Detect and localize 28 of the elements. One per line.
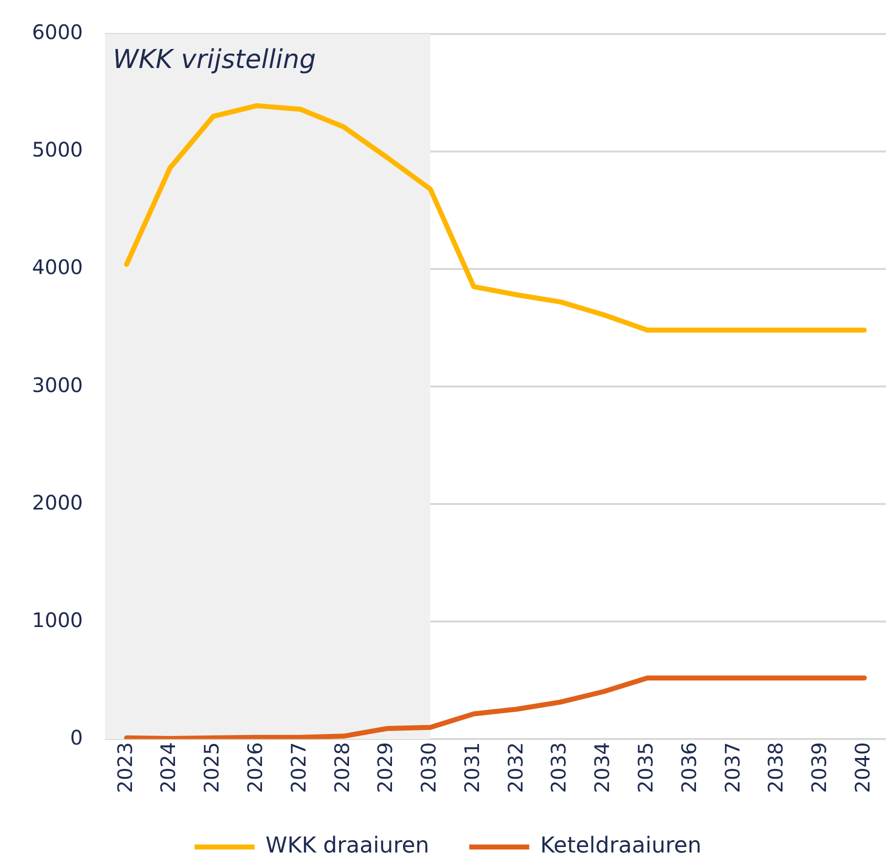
x-tick-label: 2023 bbox=[112, 742, 137, 794]
band-label: WKK vrijstelling bbox=[112, 44, 316, 75]
x-tick-label: 2037 bbox=[720, 742, 744, 794]
y-tick-label: 3000 bbox=[32, 372, 83, 397]
x-tick-label: 2039 bbox=[807, 742, 832, 794]
x-tick-label: 2030 bbox=[416, 742, 441, 794]
x-tick-label: 2038 bbox=[764, 742, 788, 794]
x-tick-label: 2040 bbox=[850, 742, 875, 794]
y-tick-label: 6000 bbox=[32, 20, 83, 44]
x-tick-label: 2025 bbox=[200, 742, 224, 794]
x-tick-label: 2031 bbox=[460, 742, 484, 794]
x-tick-label: 2026 bbox=[242, 742, 267, 794]
x-tick-label: 2028 bbox=[330, 742, 354, 794]
x-tick-label: 2035 bbox=[634, 742, 658, 794]
x-tick-label: 2027 bbox=[286, 742, 310, 794]
y-tick-label: 1000 bbox=[32, 608, 83, 632]
y-tick-label: 2000 bbox=[32, 490, 83, 514]
x-tick-label: 2036 bbox=[676, 742, 701, 794]
legend-label: Keteldraaiuren bbox=[540, 834, 702, 859]
y-tick-label: 5000 bbox=[32, 138, 83, 162]
y-tick-label: 4000 bbox=[32, 255, 83, 280]
x-tick-label: 2034 bbox=[590, 742, 614, 794]
x-tick-label: 2033 bbox=[546, 742, 571, 794]
x-tick-label: 2029 bbox=[373, 742, 398, 794]
x-tick-label: 2024 bbox=[156, 742, 180, 794]
legend-label: WKK draaiuren bbox=[266, 834, 430, 859]
x-tick-label: 2032 bbox=[503, 742, 528, 794]
y-tick-label: 0 bbox=[70, 725, 83, 750]
